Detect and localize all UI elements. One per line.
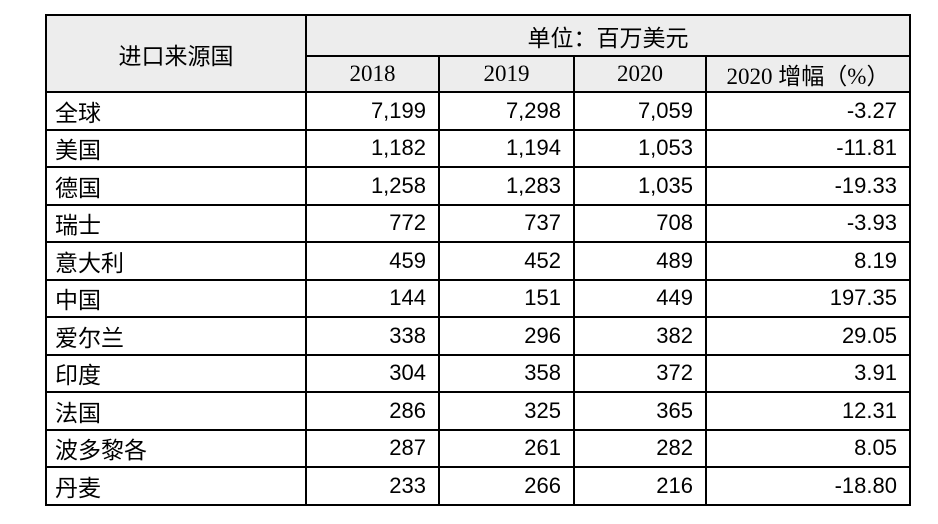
value-2019-cell: 261 xyxy=(438,428,575,468)
table-row: 意大利 459 452 489 8.19 xyxy=(45,241,911,281)
value-2019-cell: 7,298 xyxy=(438,91,575,131)
country-cell: 丹麦 xyxy=(45,466,307,506)
table-row: 全球 7,199 7,298 7,059 -3.27 xyxy=(45,91,911,131)
value-2020-cell: 7,059 xyxy=(573,91,707,131)
value-2019-cell: 452 xyxy=(438,241,575,281)
value-2019-cell: 325 xyxy=(438,391,575,431)
value-2020-cell: 382 xyxy=(573,316,707,356)
value-2020-cell: 449 xyxy=(573,278,707,318)
value-2020-cell: 216 xyxy=(573,466,707,506)
value-2018-cell: 233 xyxy=(305,466,440,506)
country-cell: 瑞士 xyxy=(45,203,307,243)
table-row: 瑞士 772 737 708 -3.93 xyxy=(45,203,911,243)
value-2018-cell: 1,258 xyxy=(305,166,440,206)
country-cell: 德国 xyxy=(45,166,307,206)
growth-cell: 29.05 xyxy=(705,316,911,356)
growth-cell: 197.35 xyxy=(705,278,911,318)
value-2018-cell: 459 xyxy=(305,241,440,281)
value-2018-cell: 1,182 xyxy=(305,128,440,168)
country-cell: 爱尔兰 xyxy=(45,316,307,356)
growth-cell: -3.27 xyxy=(705,91,911,131)
import-sources-table: 进口来源国 单位：百万美元 2018 2019 2020 2020 增幅（%） … xyxy=(45,14,911,506)
table-row: 德国 1,258 1,283 1,035 -19.33 xyxy=(45,166,911,206)
table-row: 法国 286 325 365 12.31 xyxy=(45,391,911,431)
country-cell: 意大利 xyxy=(45,241,307,281)
country-cell: 中国 xyxy=(45,278,307,318)
growth-cell: -3.93 xyxy=(705,203,911,243)
growth-cell: 8.19 xyxy=(705,241,911,281)
table-header: 进口来源国 单位：百万美元 2018 2019 2020 2020 增幅（%） xyxy=(45,14,911,93)
value-2019-cell: 151 xyxy=(438,278,575,318)
value-2018-cell: 772 xyxy=(305,203,440,243)
growth-cell: -18.80 xyxy=(705,466,911,506)
column-header-2020-growth: 2020 增幅（%） xyxy=(705,55,911,93)
value-2020-cell: 1,035 xyxy=(573,166,707,206)
value-2018-cell: 7,199 xyxy=(305,91,440,131)
value-2019-cell: 1,194 xyxy=(438,128,575,168)
unit-header-cell: 单位：百万美元 xyxy=(305,14,911,57)
value-2019-cell: 266 xyxy=(438,466,575,506)
value-2020-cell: 489 xyxy=(573,241,707,281)
value-2020-cell: 365 xyxy=(573,391,707,431)
value-2018-cell: 287 xyxy=(305,428,440,468)
value-2019-cell: 1,283 xyxy=(438,166,575,206)
value-2020-cell: 1,053 xyxy=(573,128,707,168)
value-2020-cell: 282 xyxy=(573,428,707,468)
table-body: 全球 7,199 7,298 7,059 -3.27 美国 1,182 1,19… xyxy=(45,91,911,506)
column-header-2020: 2020 xyxy=(573,55,707,93)
country-cell: 法国 xyxy=(45,391,307,431)
table-row: 波多黎各 287 261 282 8.05 xyxy=(45,428,911,468)
value-2018-cell: 144 xyxy=(305,278,440,318)
table-row: 美国 1,182 1,194 1,053 -11.81 xyxy=(45,128,911,168)
growth-cell: 8.05 xyxy=(705,428,911,468)
value-2019-cell: 358 xyxy=(438,353,575,393)
growth-cell: -11.81 xyxy=(705,128,911,168)
table-row: 爱尔兰 338 296 382 29.05 xyxy=(45,316,911,356)
growth-cell: 3.91 xyxy=(705,353,911,393)
year-header-row: 2018 2019 2020 2020 增幅（%） xyxy=(46,55,911,93)
table-row: 中国 144 151 449 197.35 xyxy=(45,278,911,318)
column-header-2018: 2018 xyxy=(305,55,440,93)
value-2018-cell: 338 xyxy=(305,316,440,356)
growth-cell: 12.31 xyxy=(705,391,911,431)
corner-header-import-source-country: 进口来源国 xyxy=(45,14,307,93)
country-cell: 波多黎各 xyxy=(45,428,307,468)
value-2020-cell: 372 xyxy=(573,353,707,393)
value-2018-cell: 304 xyxy=(305,353,440,393)
table-row: 丹麦 233 266 216 -18.80 xyxy=(45,466,911,506)
growth-cell: -19.33 xyxy=(705,166,911,206)
country-cell: 印度 xyxy=(45,353,307,393)
unit-header-row: 进口来源国 单位：百万美元 xyxy=(45,14,911,93)
value-2020-cell: 708 xyxy=(573,203,707,243)
country-cell: 美国 xyxy=(45,128,307,168)
value-2019-cell: 296 xyxy=(438,316,575,356)
value-2019-cell: 737 xyxy=(438,203,575,243)
country-cell: 全球 xyxy=(45,91,307,131)
value-2018-cell: 286 xyxy=(305,391,440,431)
column-header-2019: 2019 xyxy=(438,55,575,93)
table-row: 印度 304 358 372 3.91 xyxy=(45,353,911,393)
